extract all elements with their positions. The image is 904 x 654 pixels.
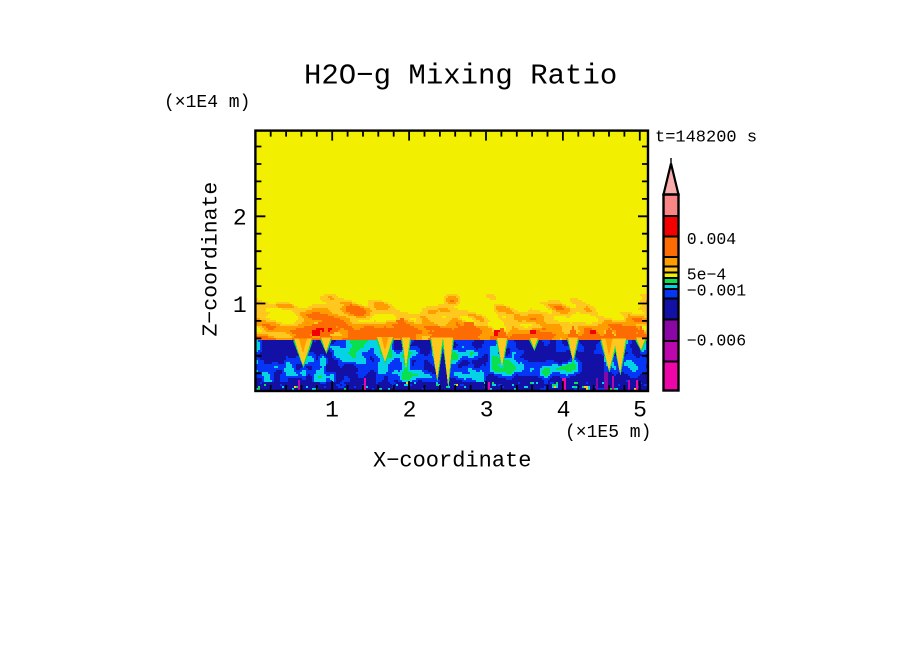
svg-text:1: 1 <box>325 398 339 424</box>
svg-text:−0.001: −0.001 <box>687 282 747 301</box>
svg-text:0.004: 0.004 <box>687 230 737 249</box>
svg-text:Z−coordinate: Z−coordinate <box>200 182 224 337</box>
svg-text:5e−4: 5e−4 <box>687 266 727 285</box>
svg-text:H2O−g Mixing Ratio: H2O−g Mixing Ratio <box>304 60 617 93</box>
svg-text:X−coordinate: X−coordinate <box>373 448 531 473</box>
svg-text:3: 3 <box>480 398 494 424</box>
svg-text:4: 4 <box>557 398 571 424</box>
svg-text:−0.006: −0.006 <box>687 332 746 351</box>
svg-text:(×1E5 m): (×1E5 m) <box>565 423 651 443</box>
svg-text:t=148200 s: t=148200 s <box>655 129 757 148</box>
svg-text:2: 2 <box>233 206 247 232</box>
svg-text:1: 1 <box>233 293 247 319</box>
svg-text:(×1E4 m): (×1E4 m) <box>164 93 250 113</box>
svg-text:5: 5 <box>633 398 647 424</box>
svg-text:2: 2 <box>403 398 417 424</box>
